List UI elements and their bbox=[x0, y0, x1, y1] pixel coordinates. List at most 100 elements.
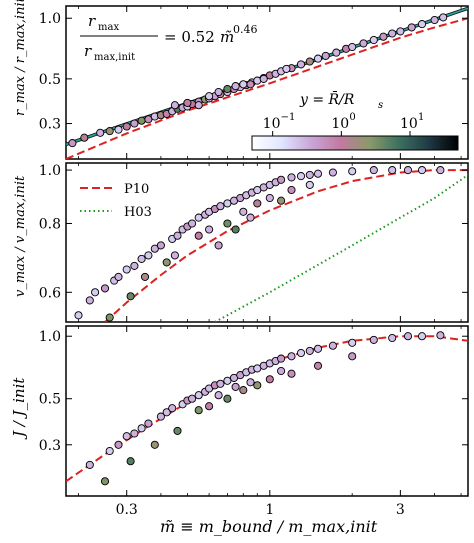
scatter-point bbox=[417, 332, 427, 341]
scatter-point bbox=[126, 457, 135, 466]
scatter-point bbox=[223, 84, 232, 94]
xlabel: m̃ ≡ m_bound / m_max,init bbox=[160, 517, 378, 536]
scatter-point bbox=[277, 366, 286, 376]
scatter-point bbox=[173, 231, 182, 240]
scatter-point bbox=[253, 199, 262, 208]
scatter-point bbox=[379, 32, 388, 41]
formula-num-var: r bbox=[88, 12, 96, 30]
ylabel-bottom: J / J_init bbox=[10, 377, 28, 440]
scatter-point bbox=[162, 408, 171, 417]
scatter-point bbox=[68, 139, 77, 148]
scatter-point bbox=[313, 361, 323, 370]
scatter-point bbox=[359, 39, 368, 48]
fit-formula: r max r max,init = 0.52 m̃ 0.46 bbox=[80, 12, 258, 63]
panel-middle-plot bbox=[74, 166, 468, 322]
ytick-label: 0.3 bbox=[39, 117, 61, 133]
scatter-point bbox=[239, 80, 248, 89]
legend-label-p10: P10 bbox=[124, 182, 149, 197]
scatter-point bbox=[369, 335, 378, 344]
colorbar-tick-label: 10 bbox=[263, 116, 281, 132]
scatter-point bbox=[188, 219, 197, 228]
scatter-point bbox=[246, 213, 255, 222]
scatter-point bbox=[194, 231, 203, 240]
scatter-point bbox=[348, 167, 357, 176]
ytick-label: 0.6 bbox=[39, 285, 61, 301]
series-line-p10 bbox=[66, 17, 468, 159]
ytick-label: 0.5 bbox=[39, 72, 61, 88]
scatter-point bbox=[223, 219, 232, 228]
scatter-point bbox=[403, 332, 413, 341]
scatter-point bbox=[246, 80, 255, 89]
scatter-point bbox=[328, 168, 337, 177]
ytick-label: 0.3 bbox=[39, 438, 61, 454]
scatter-point bbox=[321, 51, 330, 60]
scatter-point bbox=[403, 166, 413, 175]
xtick-label: 3 bbox=[396, 502, 405, 518]
scatter-point bbox=[144, 251, 153, 260]
scatter-point bbox=[170, 251, 179, 260]
scatter-point bbox=[223, 199, 232, 208]
scatter-point bbox=[137, 424, 146, 433]
scatter-point bbox=[348, 352, 357, 361]
colorbar-label: y = R̄/R bbox=[299, 90, 355, 108]
scatter-point bbox=[348, 42, 357, 52]
colorbar-tick-exponent: 1 bbox=[418, 112, 424, 123]
scatter-point bbox=[296, 60, 306, 69]
scatter-point bbox=[328, 341, 337, 350]
scatter-point bbox=[348, 338, 357, 347]
colorbar-gradient bbox=[251, 135, 459, 151]
scatter-point bbox=[305, 346, 314, 355]
legend-label-h03: H03 bbox=[124, 205, 152, 220]
scatter-point bbox=[214, 87, 223, 97]
scatter-point bbox=[194, 406, 203, 415]
scatter-point bbox=[194, 391, 203, 400]
scatter-point bbox=[231, 225, 240, 234]
scatter-point bbox=[296, 172, 306, 181]
scatter-point bbox=[239, 386, 248, 395]
ylabel-bottom-text: J / J_init bbox=[10, 377, 28, 440]
legend: P10 H03 bbox=[80, 182, 152, 220]
scatter-point bbox=[277, 354, 286, 363]
scatter-point bbox=[313, 54, 323, 63]
panel-top-plot bbox=[66, 6, 468, 159]
scatter-point bbox=[369, 166, 378, 175]
scatter-point bbox=[130, 119, 139, 128]
scatter-point bbox=[168, 404, 177, 413]
scatter-point bbox=[287, 369, 296, 378]
colorbar-tick-label: 10 bbox=[400, 116, 418, 132]
ytick-label: 1.0 bbox=[39, 11, 61, 27]
scatter-point bbox=[150, 244, 159, 253]
colorbar-tick-exponent: −1 bbox=[281, 112, 296, 123]
panel-bottom-plot bbox=[66, 331, 468, 486]
scatter-point bbox=[137, 116, 146, 125]
scatter-point bbox=[287, 173, 296, 182]
ylabel-top-text: r_max / r_max,init bbox=[13, 0, 28, 116]
scatter-point bbox=[156, 241, 165, 250]
scatter-point bbox=[436, 331, 445, 340]
ylabel-middle-text: v_max / v_max,init bbox=[13, 175, 28, 297]
scatter-point bbox=[287, 185, 296, 195]
ytick-label: 0.5 bbox=[39, 392, 61, 408]
scatter-point bbox=[231, 82, 240, 91]
scatter-point bbox=[114, 272, 123, 281]
scatter-point bbox=[216, 202, 225, 211]
scatter-point bbox=[188, 394, 197, 403]
scatter-point bbox=[140, 272, 150, 281]
scatter-point bbox=[388, 29, 397, 38]
scatter-point bbox=[130, 429, 139, 438]
scatter-point bbox=[105, 313, 114, 322]
scatter-point bbox=[439, 13, 448, 22]
scatter-point bbox=[407, 23, 416, 32]
formula-num-sub: max bbox=[98, 22, 119, 33]
ylabel-middle: v_max / v_max,init bbox=[13, 175, 28, 297]
scatter-point bbox=[246, 378, 255, 387]
scatter-point bbox=[369, 35, 378, 45]
scatter-point bbox=[74, 311, 83, 320]
panel-top-frame bbox=[65, 5, 469, 160]
ylabel-top: r_max / r_max,init bbox=[13, 0, 28, 116]
ytick-label: 1.0 bbox=[39, 163, 61, 179]
formula-exponent: 0.46 bbox=[233, 23, 258, 36]
colorbar-tick-label: 10 bbox=[331, 116, 349, 132]
scatter-point bbox=[332, 48, 341, 57]
